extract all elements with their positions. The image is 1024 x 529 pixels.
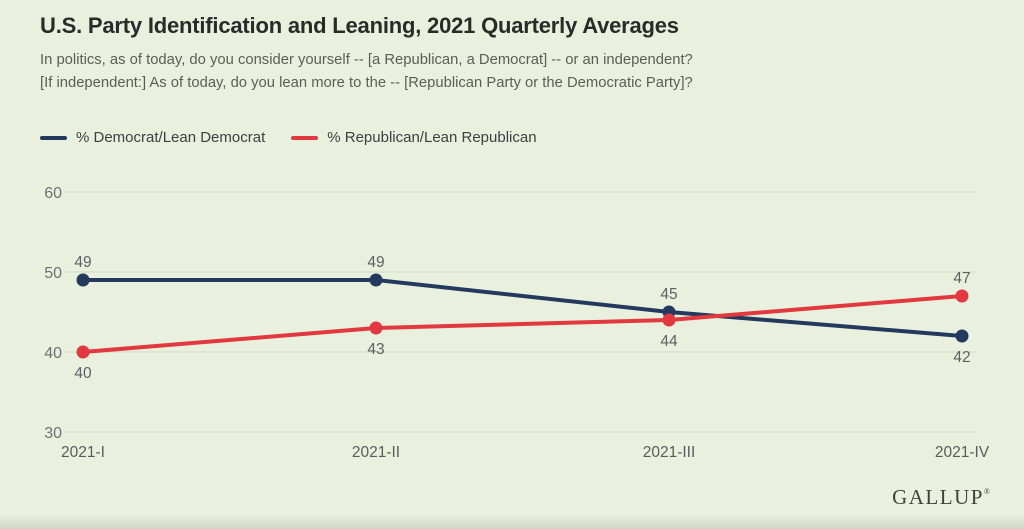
legend-label-republican: % Republican/Lean Republican <box>327 129 537 146</box>
subtitle-line-2: [If independent:] As of today, do you le… <box>40 75 693 91</box>
subtitle-line-1: In politics, as of today, do you conside… <box>40 52 693 68</box>
chart-title: U.S. Party Identification and Leaning, 2… <box>40 13 679 38</box>
ytick-60: 60 <box>44 185 62 202</box>
ytick-50: 50 <box>44 265 62 282</box>
data-point-0-1 <box>369 273 383 287</box>
series-line-0 <box>81 278 964 338</box>
xtick-2021-II: 2021-II <box>352 444 400 461</box>
legend: % Democrat/Lean Democrat % Republican/Le… <box>40 129 537 146</box>
xtick-2021-I: 2021-I <box>61 444 105 461</box>
value-label-0-0: 49 <box>74 254 91 271</box>
value-label-1-3: 47 <box>953 270 970 287</box>
series-line-1 <box>81 294 964 354</box>
data-point-0-3 <box>955 329 969 343</box>
republican-line-swatch-icon <box>291 135 319 140</box>
gallup-logo: GALLUP® <box>892 485 990 509</box>
chart-subtitle: In politics, as of today, do you conside… <box>40 49 693 95</box>
value-label-0-3: 42 <box>953 349 970 366</box>
value-label-1-0: 40 <box>74 365 92 382</box>
data-point-1-2 <box>662 313 676 327</box>
data-point-1-3 <box>955 289 969 303</box>
legend-item-democrat: % Democrat/Lean Democrat <box>40 129 265 146</box>
democrat-line-swatch-icon <box>40 135 67 140</box>
ytick-40: 40 <box>44 345 62 362</box>
registered-mark-icon: ® <box>983 487 990 496</box>
value-label-1-2: 44 <box>660 333 678 350</box>
legend-item-republican: % Republican/Lean Republican <box>291 129 537 146</box>
value-label-1-1: 43 <box>367 341 384 358</box>
xtick-2021-III: 2021-III <box>643 444 696 461</box>
data-point-1-1 <box>369 321 383 335</box>
data-point-0-0 <box>76 273 90 287</box>
ytick-30: 30 <box>44 425 62 442</box>
value-label-0-2: 45 <box>660 286 677 303</box>
data-point-1-0 <box>76 345 90 359</box>
legend-label-democrat: % Democrat/Lean Democrat <box>76 129 266 146</box>
value-label-0-1: 49 <box>367 254 384 271</box>
xtick-2021-IV: 2021-IV <box>935 444 990 461</box>
